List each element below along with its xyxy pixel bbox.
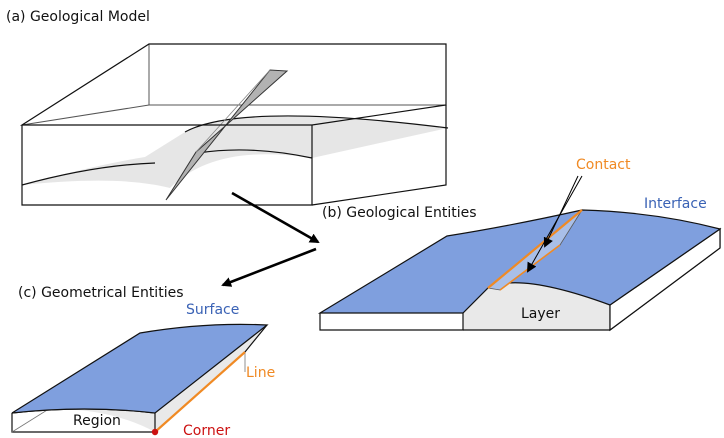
contact-b-line-1	[487, 209, 583, 289]
arrow-b-to-c	[221, 247, 317, 287]
box-a-interface-front-left-curve	[21, 162, 156, 186]
contact-label: Contact	[576, 157, 631, 173]
panel-a-geological-model: (a) Geological Model	[6, 9, 449, 206]
box-a-interface-surface	[22, 115, 448, 188]
panel-c-geometrical-entities: (c) Geometrical Entities Surface Line Re…	[11, 285, 275, 438]
panel-a-title: (a) Geological Model	[6, 9, 150, 25]
contact-pointer-2	[527, 175, 583, 273]
line-c-edge	[154, 351, 246, 433]
surface-c	[11, 323, 269, 414]
box-a-back-left-edge	[21, 104, 150, 126]
line-label: Line	[246, 365, 275, 381]
panel-c-title: (c) Geometrical Entities	[18, 285, 183, 301]
panel-b-title: (b) Geological Entities	[322, 205, 477, 221]
region-label: Region	[73, 413, 121, 429]
layer-b-body	[320, 282, 610, 330]
box-a-front-face	[21, 125, 313, 206]
box-a-right-face	[311, 105, 447, 206]
interface-label: Interface	[644, 196, 707, 212]
arrow-a-to-b	[231, 191, 320, 244]
box-a-top-outline	[19, 43, 447, 126]
contact-pointer-1	[543, 175, 579, 248]
surface-label: Surface	[186, 302, 239, 318]
corner-label: Corner	[183, 423, 230, 438]
layer-b-front-face-left	[319, 313, 464, 331]
corner-c-point	[151, 428, 159, 436]
region-c-right-top-edge	[244, 324, 268, 353]
box-a-interface-front-right-curve	[197, 149, 313, 159]
box-a-fault-inner-edge	[195, 69, 271, 153]
interface-b-right	[487, 209, 722, 306]
panel-b-geological-entities: (b) Geological Entities Contact Interfac…	[317, 157, 722, 332]
layer-label: Layer	[521, 306, 560, 322]
box-a-fault-plane	[165, 69, 289, 201]
